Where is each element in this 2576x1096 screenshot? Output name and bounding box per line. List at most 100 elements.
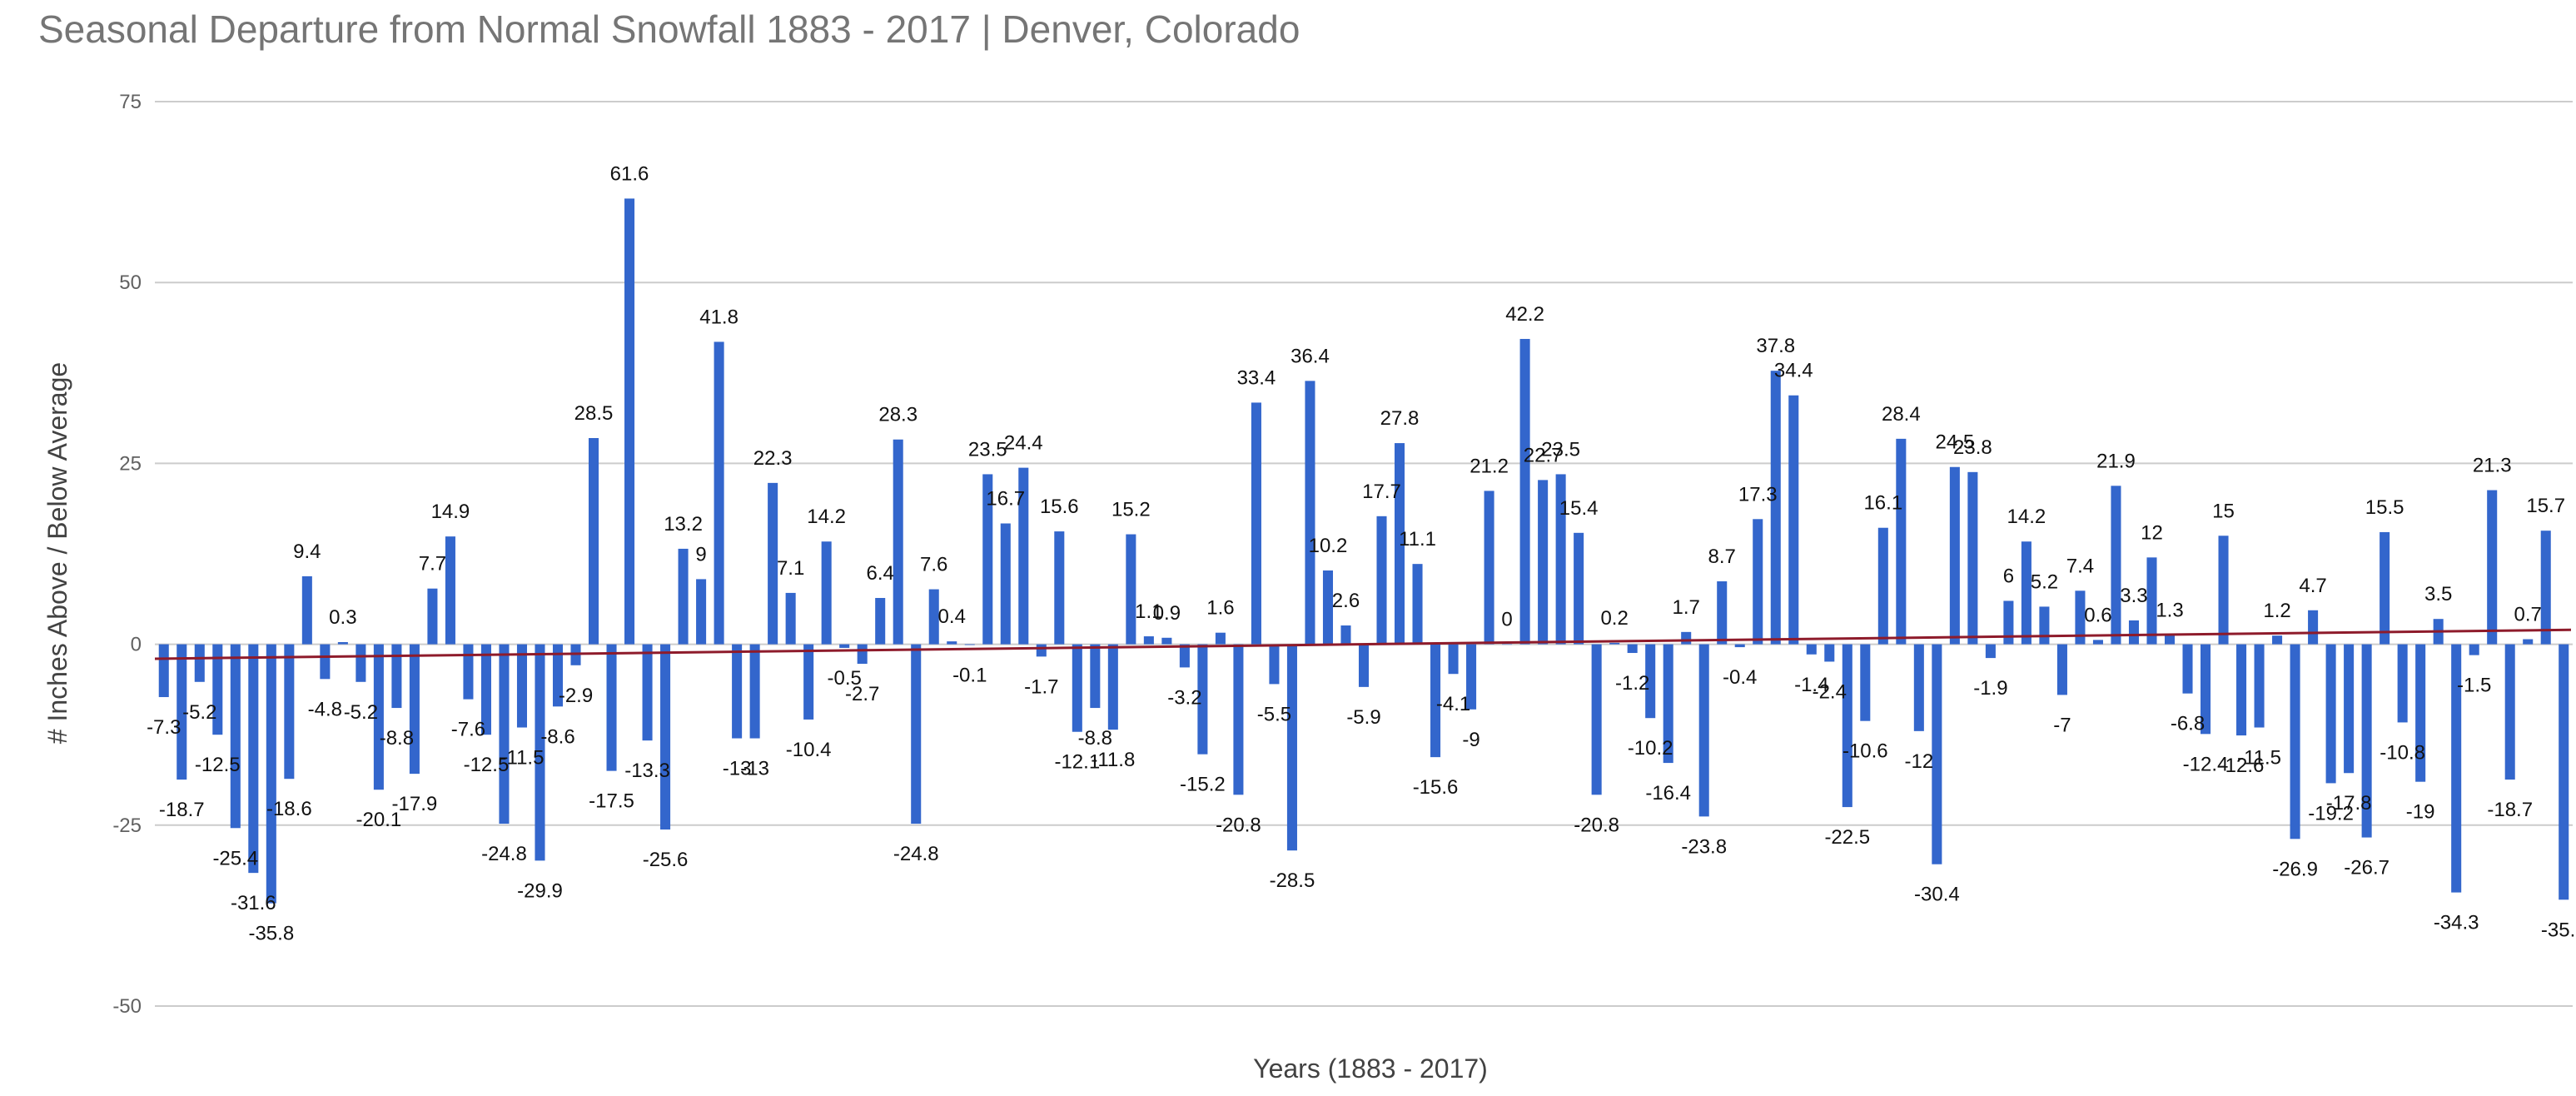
bar	[857, 644, 868, 665]
data-label: -19	[2406, 801, 2435, 824]
data-label: -17.9	[392, 793, 438, 815]
data-label: 34.4	[1774, 360, 1813, 382]
bar	[1770, 371, 1781, 645]
bar	[499, 644, 510, 824]
gridlines	[155, 101, 2573, 1007]
bar	[2504, 644, 2515, 780]
bar	[1985, 644, 1996, 659]
data-label: -26.7	[2344, 857, 2390, 879]
bar	[2182, 644, 2193, 694]
bar	[2308, 610, 2319, 645]
bar	[516, 644, 528, 728]
bar	[732, 644, 743, 739]
data-label: 7.6	[920, 554, 947, 576]
bar	[893, 439, 903, 645]
data-label: 24.5	[1936, 431, 1975, 454]
bar	[2415, 644, 2426, 782]
bar	[768, 482, 778, 645]
bar	[2092, 640, 2103, 645]
data-label: -8.8	[1078, 727, 1112, 750]
data-label: -35.3	[2541, 919, 2576, 941]
data-label: -9	[1462, 729, 1479, 751]
bar	[660, 644, 671, 830]
bar	[1806, 644, 1817, 655]
bar	[839, 644, 850, 648]
bar	[1555, 474, 1566, 645]
bar	[2254, 644, 2265, 728]
bar	[2344, 644, 2355, 774]
bar	[2075, 590, 2086, 645]
bar	[2469, 644, 2479, 655]
data-label: 0.7	[2514, 604, 2542, 626]
bar	[1519, 338, 1530, 645]
bar	[409, 644, 420, 775]
data-label: -13	[740, 758, 769, 780]
data-label: -10.4	[786, 739, 832, 761]
bar	[1179, 644, 1190, 668]
bar	[1967, 471, 1978, 645]
data-label: 15.5	[2365, 496, 2404, 519]
data-label: 7.7	[419, 553, 446, 575]
data-label: 23.8	[1953, 436, 1992, 459]
data-label: -10.6	[1842, 740, 1888, 763]
data-label: 15.6	[1040, 496, 1079, 518]
data-label: -5.9	[1346, 706, 1380, 729]
data-label: 17.7	[1362, 481, 1401, 503]
bar	[1126, 534, 1136, 645]
bar	[1394, 443, 1405, 645]
data-label: -18.6	[266, 798, 312, 820]
bar	[2128, 620, 2140, 645]
bar	[696, 579, 707, 645]
data-label: -11.8	[1091, 749, 1135, 771]
data-label: -12.5	[464, 754, 510, 776]
bar	[2559, 644, 2569, 900]
bar	[2146, 557, 2157, 645]
bar	[2325, 644, 2336, 784]
data-label: -19.2	[2308, 802, 2354, 824]
bar	[284, 644, 295, 780]
data-label: -30.4	[1914, 884, 1960, 906]
data-label: 23.5	[968, 438, 1007, 461]
bar	[535, 644, 545, 861]
data-label: 0.3	[329, 606, 356, 629]
data-label: 1.7	[1673, 596, 1700, 619]
data-label: 7.1	[777, 557, 804, 580]
data-label: -18.7	[159, 799, 205, 821]
data-label: 0.6	[2084, 604, 2111, 626]
bar	[1627, 644, 1638, 654]
bar	[1286, 644, 1297, 851]
data-label: -12	[1905, 750, 1934, 773]
data-label: 24.4	[1004, 432, 1043, 455]
data-label: 10.2	[1309, 535, 1348, 557]
data-label: -1.2	[1615, 672, 1649, 695]
bar	[2039, 606, 2050, 645]
data-label: 14.2	[2007, 506, 2046, 528]
data-label: -0.1	[952, 664, 987, 686]
data-label: -4.8	[308, 698, 342, 720]
y-tick-label: 50	[119, 272, 142, 294]
data-label: 3.3	[2120, 585, 2147, 607]
data-label: 28.4	[1882, 403, 1921, 426]
data-label: 28.5	[574, 402, 614, 425]
bars	[158, 198, 2569, 904]
bar	[1698, 644, 1709, 817]
data-label: -3.2	[1167, 686, 1201, 709]
bar	[1376, 516, 1387, 645]
bar	[1107, 644, 1118, 730]
bar	[1322, 570, 1334, 645]
data-label: 37.8	[1756, 335, 1795, 357]
bar	[1143, 636, 1154, 645]
bar	[1788, 395, 1799, 645]
data-label: 21.9	[2096, 450, 2136, 472]
data-label: -5.2	[344, 701, 378, 724]
data-label: -20.1	[356, 809, 402, 831]
data-label: 6.4	[867, 562, 894, 585]
data-label: -12.1	[1054, 751, 1100, 774]
data-label: 15.2	[1111, 499, 1151, 521]
data-label: -11.5	[2237, 747, 2281, 770]
data-label: 1.2	[2263, 600, 2290, 622]
bar	[624, 198, 635, 645]
bar	[1842, 644, 1852, 808]
bar	[248, 644, 259, 874]
data-label: 1.1	[1135, 600, 1162, 623]
